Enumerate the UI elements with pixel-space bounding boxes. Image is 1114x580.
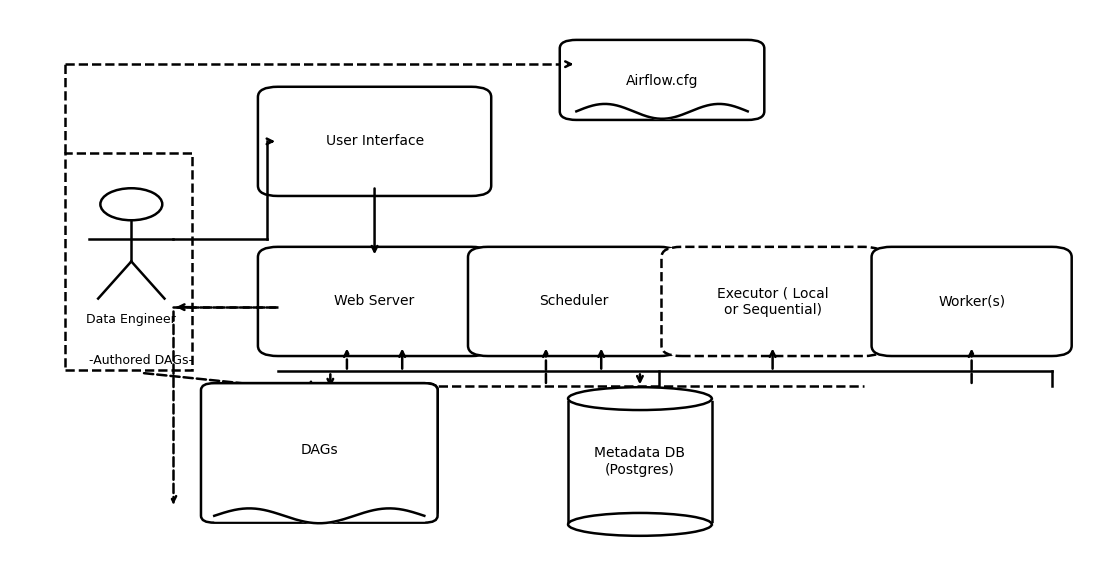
Text: Airflow.cfg: Airflow.cfg — [626, 74, 698, 88]
FancyBboxPatch shape — [201, 383, 438, 523]
Ellipse shape — [568, 513, 712, 536]
Text: User Interface: User Interface — [325, 135, 423, 148]
Text: Data Engineer: Data Engineer — [87, 313, 176, 326]
Bar — [568, 398, 712, 524]
Text: Worker(s): Worker(s) — [938, 295, 1005, 309]
Text: Scheduler: Scheduler — [539, 295, 608, 309]
Text: Web Server: Web Server — [334, 295, 414, 309]
FancyBboxPatch shape — [468, 247, 680, 356]
Text: Metadata DB
(Postgres): Metadata DB (Postgres) — [595, 447, 685, 477]
FancyBboxPatch shape — [258, 247, 491, 356]
FancyBboxPatch shape — [221, 383, 438, 513]
FancyBboxPatch shape — [559, 40, 764, 120]
Text: DAGs: DAGs — [301, 443, 338, 457]
Text: -Authored DAGs-: -Authored DAGs- — [89, 354, 193, 367]
Text: Executor ( Local
or Sequential): Executor ( Local or Sequential) — [716, 287, 829, 317]
FancyBboxPatch shape — [871, 247, 1072, 356]
FancyBboxPatch shape — [662, 247, 883, 356]
FancyBboxPatch shape — [258, 87, 491, 196]
Ellipse shape — [568, 387, 712, 410]
FancyBboxPatch shape — [211, 383, 438, 518]
